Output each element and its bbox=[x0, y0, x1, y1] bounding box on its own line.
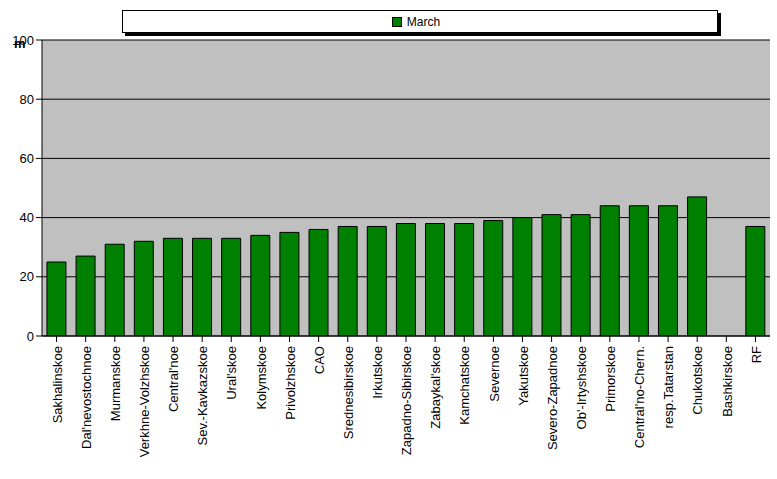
svg-text:Central'no-Chern.: Central'no-Chern. bbox=[632, 346, 647, 448]
svg-text:Yakutskoe: Yakutskoe bbox=[516, 346, 531, 406]
svg-text:Verkhne-Volzhskoe: Verkhne-Volzhskoe bbox=[137, 346, 152, 457]
svg-text:0: 0 bbox=[27, 329, 34, 344]
svg-text:Ob'-Irtyshskoe: Ob'-Irtyshskoe bbox=[574, 346, 589, 429]
svg-text:Kamchatskoe: Kamchatskoe bbox=[457, 346, 472, 425]
svg-text:Zabaykal'skoe: Zabaykal'skoe bbox=[428, 346, 443, 429]
svg-text:Ural'skoe: Ural'skoe bbox=[225, 346, 240, 400]
svg-text:Severnoe: Severnoe bbox=[487, 346, 502, 402]
svg-text:RF: RF bbox=[749, 346, 764, 363]
svg-text:CAO: CAO bbox=[312, 346, 327, 374]
svg-text:Primorskoe: Primorskoe bbox=[603, 346, 618, 412]
svg-text:Kolymskoe: Kolymskoe bbox=[254, 346, 269, 410]
svg-text:60: 60 bbox=[20, 151, 34, 166]
svg-text:40: 40 bbox=[20, 210, 34, 225]
svg-text:Srednesibirskoe: Srednesibirskoe bbox=[341, 346, 356, 439]
svg-text:Chukotskoe: Chukotskoe bbox=[690, 346, 705, 415]
svg-text:20: 20 bbox=[20, 269, 34, 284]
svg-text:80: 80 bbox=[20, 92, 34, 107]
svg-text:Irkutskoe: Irkutskoe bbox=[370, 346, 385, 399]
svg-text:Sakhalinskoe: Sakhalinskoe bbox=[50, 346, 65, 423]
svg-text:Central'noe: Central'noe bbox=[166, 346, 181, 412]
svg-text:Murmanskoe: Murmanskoe bbox=[108, 346, 123, 421]
svg-text:Privolzhskoe: Privolzhskoe bbox=[283, 346, 298, 420]
svg-text:Sev.-Kavkazskoe: Sev.-Kavkazskoe bbox=[195, 346, 210, 445]
svg-text:Zapadno-Sibirskoe: Zapadno-Sibirskoe bbox=[399, 346, 414, 455]
svg-text:Severo-Zapadnoe: Severo-Zapadnoe bbox=[545, 346, 560, 450]
html-text:m: m bbox=[14, 36, 26, 51]
svg-text:Dal'nevostochnoe: Dal'nevostochnoe bbox=[79, 346, 94, 449]
svg-text:resp.Tatarstan: resp.Tatarstan bbox=[661, 346, 676, 428]
svg-text:Bashkirskoe: Bashkirskoe bbox=[720, 346, 735, 417]
html-text:March: March bbox=[406, 14, 441, 29]
